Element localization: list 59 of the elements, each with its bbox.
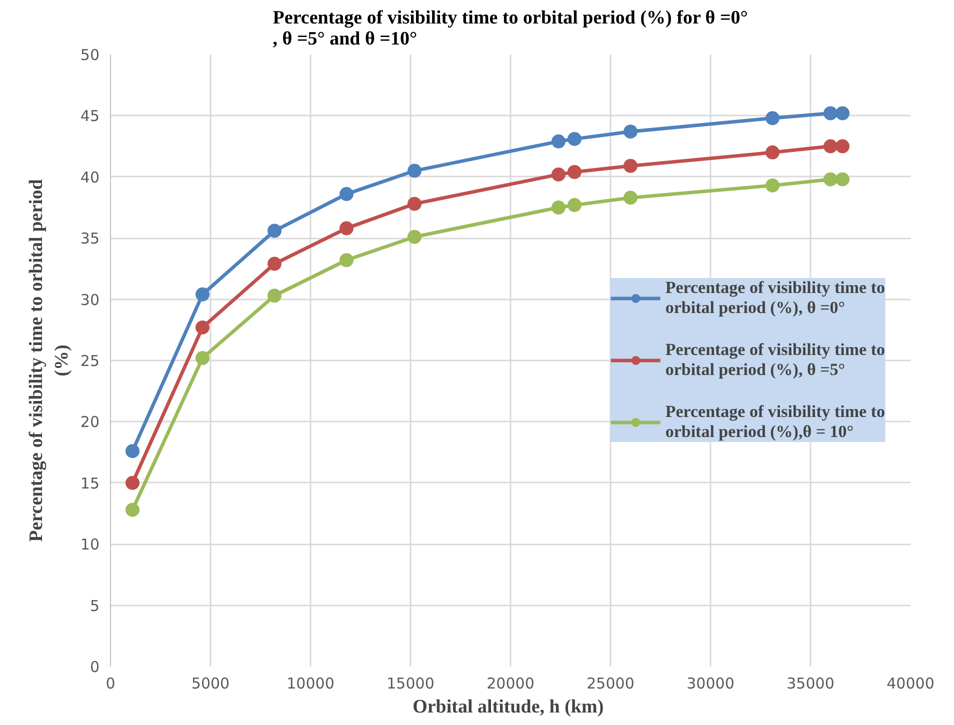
point [824, 172, 838, 186]
point [408, 196, 422, 211]
point [196, 351, 210, 366]
x-axis-title: Orbital altitude, h (km) [412, 696, 604, 718]
point [268, 256, 282, 271]
x-tick-label: 25000 [586, 674, 634, 692]
point [568, 198, 582, 212]
point [196, 287, 210, 302]
x-tick-label: 15000 [386, 674, 434, 692]
y-tick-label: 30 [80, 290, 100, 309]
point [766, 178, 780, 192]
x-tick-label: 10000 [286, 674, 334, 692]
point [340, 253, 354, 268]
legend-label: Percentage of visibility time to orbital period (%),θ = 10° [665, 402, 885, 442]
x-tick-label: 0 [106, 674, 116, 692]
y-tick-label: 25 [80, 352, 100, 370]
y-tick-label: 0 [90, 658, 100, 676]
x-tick-label: 5000 [191, 674, 230, 692]
point [836, 106, 850, 120]
legend-label: Percentage of visibility time to orbital period (%), θ =0° [665, 278, 885, 318]
point [824, 139, 838, 154]
point [196, 320, 210, 334]
point [624, 158, 638, 173]
point [408, 230, 422, 244]
point [552, 200, 566, 214]
y-tick-label: 35 [80, 230, 100, 248]
point [408, 164, 422, 178]
point [766, 145, 780, 160]
point [552, 134, 566, 148]
chart-title: Percentage of visibility time to orbital period (%) for θ =0° , θ =5° and θ =10° [272, 8, 748, 50]
point [824, 106, 838, 120]
point [766, 111, 780, 126]
point [268, 224, 282, 238]
point [836, 172, 850, 186]
point [126, 444, 140, 458]
y-tick-label: 10 [80, 536, 100, 554]
point [268, 288, 282, 303]
y-tick-label: 15 [80, 474, 100, 492]
y-axis-title: Percentage of visibility time to orbital period (%) [26, 178, 72, 542]
y-tick-label: 5 [90, 596, 100, 615]
point [624, 124, 638, 139]
point [568, 165, 582, 179]
point [340, 221, 354, 236]
point [126, 476, 140, 490]
point [126, 502, 140, 517]
x-tick-label: 40000 [886, 674, 934, 692]
point [552, 167, 566, 182]
y-tick-label: 50 [80, 46, 100, 64]
y-tick-label: 45 [80, 107, 100, 126]
x-tick-label: 30000 [686, 674, 734, 692]
point [568, 132, 582, 146]
point [340, 187, 354, 202]
x-tick-label: 20000 [486, 674, 534, 692]
legend-label: Percentage of visibility time to orbital period (%), θ =5° [665, 340, 885, 380]
y-tick-label: 40 [80, 168, 100, 186]
point [836, 139, 850, 154]
x-tick-label: 35000 [786, 674, 834, 692]
point [624, 190, 638, 205]
y-tick-label: 20 [80, 413, 100, 432]
